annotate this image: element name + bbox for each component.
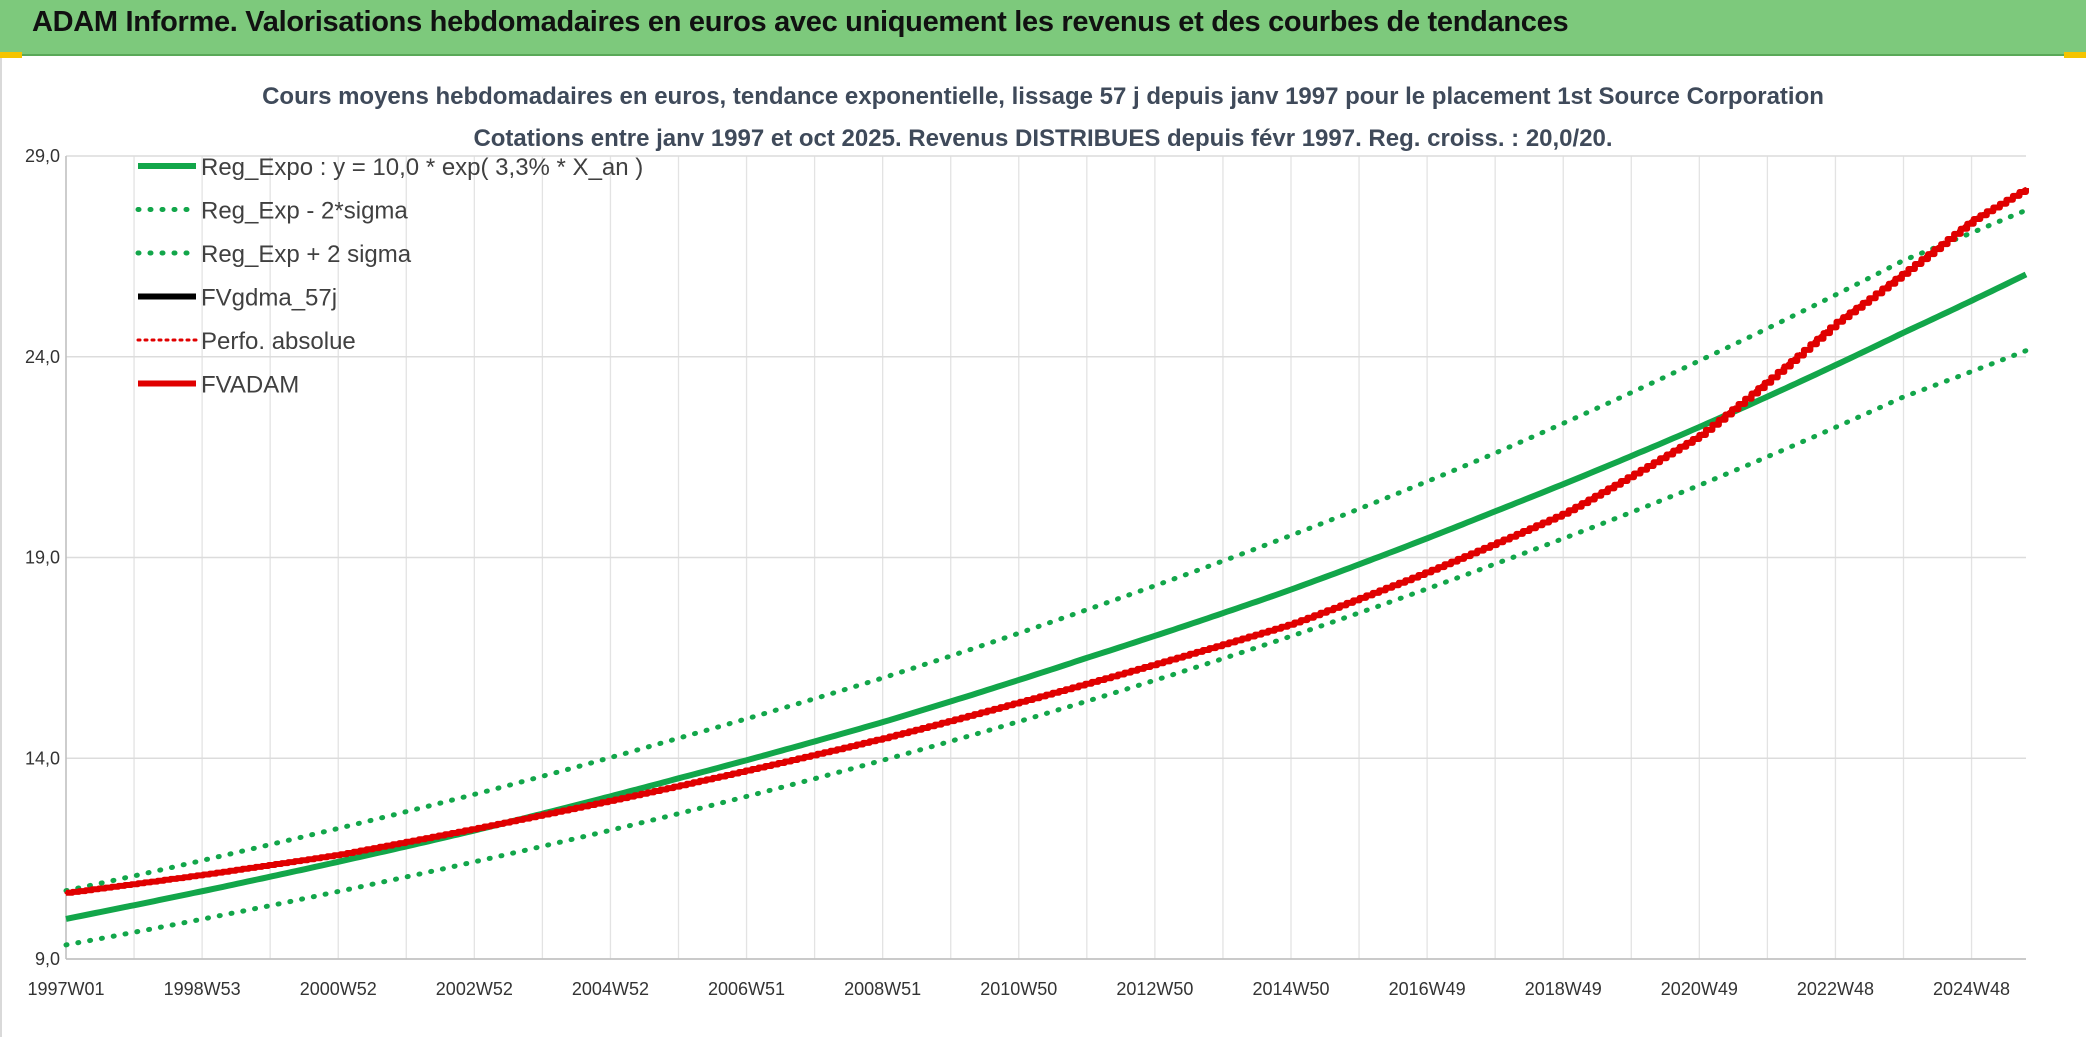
x-tick-label: 2022W48 — [1797, 979, 1874, 999]
chart-title: Cours moyens hebdomadaires en euros, ten… — [262, 83, 1824, 110]
x-tick-label: 2016W49 — [1389, 979, 1466, 999]
x-tick-label: 2014W50 — [1252, 979, 1329, 999]
legend-label: Reg_Expo : y = 10,0 * exp( 3,3% * X_an ) — [201, 154, 643, 181]
series-line-3 — [66, 188, 2029, 896]
x-tick-label: 2024W48 — [1933, 979, 2010, 999]
series-line-0 — [65, 271, 2028, 922]
x-tick-label: 2020W49 — [1661, 979, 1738, 999]
x-tick-label: 2010W50 — [980, 979, 1057, 999]
y-tick-label: 24,0 — [25, 347, 60, 367]
x-tick-label: 1997W01 — [27, 979, 104, 999]
x-tick-label: 2006W51 — [708, 979, 785, 999]
series-lines — [63, 186, 2029, 948]
chart-subtitle: Cotations entre janv 1997 et oct 2025. R… — [473, 125, 1612, 152]
x-tick-label: 2018W49 — [1525, 979, 1602, 999]
header-bar: ADAM Informe. Valorisations hebdomadaire… — [0, 0, 2086, 56]
x-tick-label: 2008W51 — [844, 979, 921, 999]
legend: Reg_Expo : y = 10,0 * exp( 3,3% * X_an )… — [135, 154, 643, 399]
series-line-5 — [66, 188, 2029, 896]
x-tick-label: 1998W53 — [164, 979, 241, 999]
y-tick-label: 19,0 — [25, 548, 60, 568]
y-tick-label: 9,0 — [35, 949, 60, 969]
x-tick-label: 2002W52 — [436, 979, 513, 999]
x-tick-label: 2000W52 — [300, 979, 377, 999]
axes: 9,0 14,0 19,0 24,0 29,0 1997W01 1998W53 2000W52… — [25, 146, 2026, 999]
page-title: ADAM Informe. Valorisations hebdomadaire… — [32, 6, 1569, 38]
x-tick-label: 2012W50 — [1116, 979, 1193, 999]
corner-accent-right — [2064, 52, 2086, 58]
y-tick-label: 29,0 — [25, 146, 60, 166]
legend-label: FVADAM — [201, 372, 299, 399]
series-line-2 — [63, 207, 2029, 894]
y-tick-label: 14,0 — [25, 748, 60, 768]
x-tick-label: 2004W52 — [572, 979, 649, 999]
corner-accent-left — [0, 52, 22, 58]
legend-label: Reg_Exp + 2 sigma — [201, 241, 412, 268]
series-line-1 — [63, 348, 2029, 948]
legend-label: Reg_Exp - 2*sigma — [201, 198, 408, 225]
legend-label: Perfo. absolue — [201, 328, 356, 355]
line-chart: Cours moyens hebdomadaires en euros, ten… — [25, 83, 2029, 999]
grid-lines — [65, 155, 2026, 960]
legend-label: FVgdma_57j — [201, 285, 337, 312]
series-line-4 — [64, 186, 2028, 895]
